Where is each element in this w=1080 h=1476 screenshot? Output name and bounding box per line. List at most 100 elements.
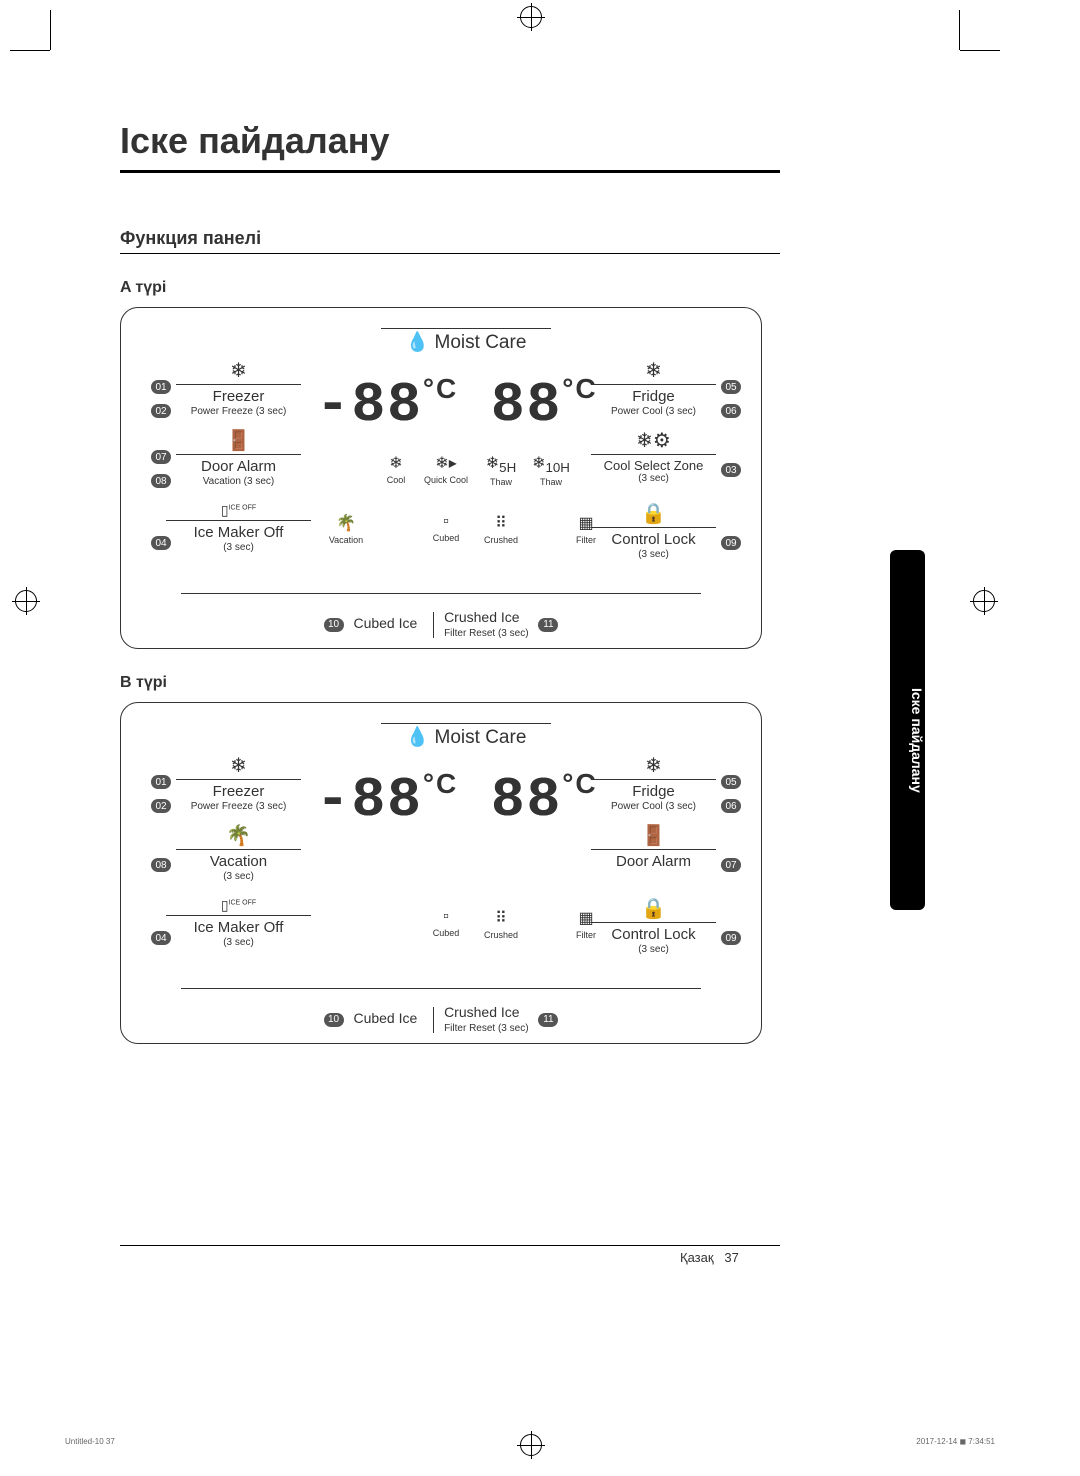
badge-01-b: 01 (151, 775, 171, 789)
fridge-temp-b: 88°C (491, 768, 598, 832)
ice-off-icon: ▯ICE OFF (166, 503, 311, 518)
lock-3sec-b: (3 sec) (591, 944, 716, 955)
panel-type-b: 💧 Moist Care ❄ Freezer Power Freeze (3 s… (120, 702, 762, 1044)
power-cool-label: Power Cool (3 sec) (591, 406, 716, 417)
badge-07-b: 07 (721, 858, 741, 872)
freezer-label: Freezer (176, 389, 301, 406)
ice-maker-off-group: ▯ICE OFF Ice Maker Off (3 sec) (166, 503, 311, 553)
door-alarm-group-b: 🚪 Door Alarm (591, 825, 716, 871)
freezer-icon: ❄ (176, 360, 301, 382)
freezer-group: ❄ Freezer Power Freeze (3 sec) (176, 360, 301, 417)
type-b-heading: B түрі (120, 674, 780, 692)
vacation-sec-label: Vacation (3 sec) (176, 476, 301, 487)
cubed-ice-label: Cubed Ice (353, 615, 417, 631)
mini-crushed: ⠿Crushed (476, 513, 526, 545)
badge-09-b: 09 (721, 931, 741, 945)
meta-left: Untitled-10 37 (65, 1437, 115, 1446)
fridge-temp-value: 88 (491, 373, 562, 437)
mini-thaw-10h: ❄10HThaw (526, 453, 576, 487)
door-alarm-label-b: Door Alarm (591, 854, 716, 871)
freezer-icon: ❄ (176, 755, 301, 777)
page-title: Іске пайдалану (120, 120, 780, 173)
section-heading: Функция панелі (120, 228, 780, 254)
cool-select-zone-label: Cool Select Zone (591, 459, 716, 473)
moist-care-text: Moist Care (435, 332, 527, 353)
door-alarm-icon: 🚪 (591, 825, 716, 847)
ice-off-3sec-b: (3 sec) (166, 937, 311, 948)
panel-bottom-rule (181, 593, 701, 594)
registration-mark (973, 590, 995, 612)
crop-mark (50, 10, 51, 50)
mini-cubed: ▫Cubed (421, 513, 471, 543)
fridge-label: Fridge (591, 389, 716, 406)
power-cool-label-b: Power Cool (3 sec) (591, 801, 716, 812)
ice-maker-off-label: Ice Maker Off (166, 525, 311, 542)
mini-filter: ▦Filter (561, 513, 611, 545)
registration-mark (520, 6, 542, 28)
lock-3sec-label: (3 sec) (591, 549, 716, 560)
crop-mark (10, 50, 50, 51)
mini-cubed-b: ▫Cubed (421, 908, 471, 938)
door-alarm-label: Door Alarm (176, 459, 301, 476)
footer-lang: Қазақ (680, 1250, 714, 1265)
fridge-icon: ❄ (591, 360, 716, 382)
crop-mark (960, 50, 1000, 51)
mini-filter-b: ▦Filter (561, 908, 611, 940)
vacation-icon: 🌴 (176, 825, 301, 847)
moist-care-text-b: Moist Care (435, 727, 527, 748)
vacation-3sec-b: (3 sec) (176, 871, 301, 882)
ice-off-3sec-label: (3 sec) (166, 542, 311, 553)
badge-03: 03 (721, 463, 741, 477)
cool-select-zone-group: ❄⚙ Cool Select Zone (3 sec) (591, 430, 716, 484)
mini-vacation: 🌴Vacation (321, 513, 371, 545)
badge-04-b: 04 (151, 931, 171, 945)
badge-01: 01 (151, 380, 171, 394)
fridge-group-b: ❄ Fridge Power Cool (3 sec) (591, 755, 716, 812)
bottom-ice-row: 10 Cubed Ice Crushed Ice Filter Reset (3… (121, 610, 761, 639)
cool-select-zone-icon: ❄⚙ (591, 430, 716, 452)
footer-text: Қазақ 37 (680, 1250, 739, 1265)
badge-05: 05 (721, 380, 741, 394)
badge-07: 07 (151, 450, 171, 464)
badge-11-b: 11 (538, 1013, 558, 1027)
freezer-label-b: Freezer (176, 784, 301, 801)
mini-thaw-5h: ❄5HThaw (476, 453, 526, 487)
badge-05-b: 05 (721, 775, 741, 789)
badge-04: 04 (151, 536, 171, 550)
ice-off-icon: ▯ICE OFF (166, 898, 311, 913)
badge-08-b: 08 (151, 858, 171, 872)
moist-care-label-b: 💧 Moist Care (381, 721, 551, 749)
freezer-group-b: ❄ Freezer Power Freeze (3 sec) (176, 755, 301, 812)
badge-06-b: 06 (721, 799, 741, 813)
freezer-temp: -88°C (316, 373, 458, 437)
moist-care-label: 💧 Moist Care (381, 326, 551, 354)
badge-08: 08 (151, 474, 171, 488)
vacation-label-b: Vacation (176, 854, 301, 871)
fridge-icon: ❄ (591, 755, 716, 777)
bottom-ice-row-b: 10 Cubed Ice Crushed Ice Filter Reset (3… (121, 1005, 761, 1034)
registration-mark (520, 1434, 542, 1456)
csz-3sec-label: (3 sec) (591, 473, 716, 484)
badge-06: 06 (721, 404, 741, 418)
door-alarm-group: 🚪 Door Alarm Vacation (3 sec) (176, 430, 301, 487)
badge-09: 09 (721, 536, 741, 550)
freezer-temp-value: -88 (316, 373, 423, 437)
fridge-label-b: Fridge (591, 784, 716, 801)
badge-02-b: 02 (151, 799, 171, 813)
freezer-temp-b: -88°C (316, 768, 458, 832)
ice-maker-off-label-b: Ice Maker Off (166, 920, 311, 937)
filter-reset-label-b: Filter Reset (3 sec) (444, 1023, 528, 1034)
panel-bottom-rule-b (181, 988, 701, 989)
fridge-group: ❄ Fridge Power Cool (3 sec) (591, 360, 716, 417)
cubed-ice-label-b: Cubed Ice (353, 1010, 417, 1026)
mini-quick-cool: ❄▸Quick Cool (421, 453, 471, 485)
mini-crushed-b: ⠿Crushed (476, 908, 526, 940)
badge-02: 02 (151, 404, 171, 418)
footer-page: 37 (724, 1250, 738, 1265)
power-freeze-label-b: Power Freeze (3 sec) (176, 801, 301, 812)
footer-rule (120, 1245, 780, 1246)
filter-reset-label: Filter Reset (3 sec) (444, 628, 528, 639)
badge-11: 11 (538, 618, 558, 632)
temp-unit: °C (423, 373, 458, 404)
ice-maker-off-group-b: ▯ICE OFF Ice Maker Off (3 sec) (166, 898, 311, 948)
